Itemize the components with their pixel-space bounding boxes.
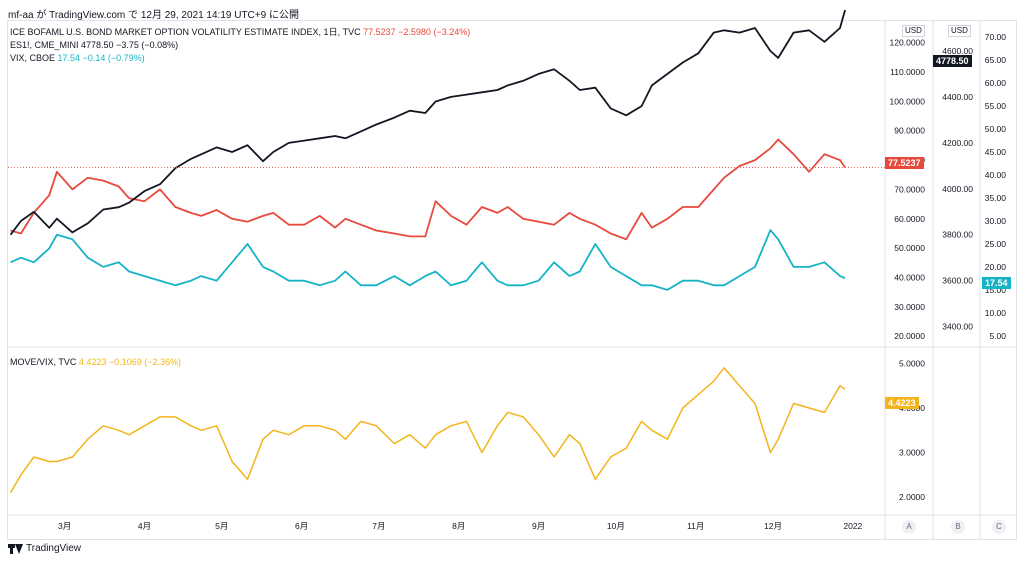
usd-label-b[interactable]: USD — [948, 25, 971, 37]
x-tick-label: 4月 — [138, 521, 151, 531]
series-line-vix — [10, 229, 846, 291]
scale-b-tick-label: 3400.00 — [942, 322, 973, 332]
scale-c-tick-label: 60.00 — [985, 78, 1007, 88]
scale-b-button[interactable]: B — [951, 520, 965, 534]
series-line-es — [9, 9, 846, 236]
footer[interactable]: TradingView — [8, 543, 81, 554]
scale-a-tick-label: 40.0000 — [894, 272, 925, 282]
x-tick-label: 10月 — [607, 521, 625, 531]
scale-c-button[interactable]: C — [992, 520, 1006, 534]
legend-ratio-name: MOVE/VIX, TVC — [10, 357, 77, 367]
legend-es-change: −3.75 (−0.08%) — [116, 40, 179, 50]
publish-header: mf-aa が TradingView.com で 12月 29, 2021 1… — [8, 10, 299, 21]
scale-b-tick-label: 4400.00 — [942, 92, 973, 102]
scale-c-tick-label: 70.00 — [985, 32, 1007, 42]
legend-move-name: ICE BOFAML U.S. BOND MARKET OPTION VOLAT… — [10, 27, 361, 37]
tick-labels: 120.0000110.0000100.000090.000080.000070… — [58, 32, 1006, 531]
pane-dividers — [7, 20, 1017, 540]
price-tag-es: 4778.50 — [933, 55, 972, 67]
scale-a-tick-label: 70.0000 — [894, 184, 925, 194]
scale-a-tick-label: 60.0000 — [894, 214, 925, 224]
scale-c-tick-label: 10.00 — [985, 308, 1007, 318]
x-tick-label: 2022 — [843, 521, 862, 531]
legend-move[interactable]: ICE BOFAML U.S. BOND MARKET OPTION VOLAT… — [10, 26, 470, 38]
x-tick-label: 5月 — [215, 521, 228, 531]
scale-c-tick-label: 5.00 — [989, 331, 1006, 341]
scale-b-tick-label: 4600.00 — [942, 46, 973, 56]
legend-ratio-value: 4.4223 — [78, 357, 107, 367]
legend-vix-name: VIX, CBOE — [10, 53, 56, 63]
scale-a-tick-label: 110.0000 — [890, 67, 925, 77]
scale-c-tick-label: 35.00 — [985, 193, 1007, 203]
scale-a-tick-label: 30.0000 — [894, 302, 925, 312]
tradingview-logo-icon — [8, 543, 23, 554]
scale-a-tick-label: 90.0000 — [894, 126, 925, 136]
scale-a-tick-label: 20.0000 — [894, 331, 925, 341]
series-line-ratio — [9, 367, 846, 494]
price-tag-vix: 17.54 — [982, 277, 1011, 289]
scale-b-tick-label: 3800.00 — [942, 230, 973, 240]
scale-c-tick-label: 55.00 — [985, 101, 1007, 111]
scale-a-button[interactable]: A — [902, 520, 916, 534]
scale-b-tick-label: 3600.00 — [942, 276, 973, 286]
usd-label-a[interactable]: USD — [902, 25, 925, 37]
scale-b-tick-label: 4200.00 — [942, 138, 973, 148]
scale-c-tick-label: 25.00 — [985, 239, 1007, 249]
scale-b-tick-label: 4000.00 — [942, 184, 973, 194]
legend-vix-value: 17.54 — [57, 53, 81, 63]
scale-a-tick-label: 100.0000 — [890, 96, 926, 106]
legend-vix[interactable]: VIX, CBOE 17.54 −0.14 (−0.79%) — [10, 52, 145, 64]
ratio-tick-label: 5.0000 — [899, 358, 925, 368]
x-tick-label: 8月 — [452, 521, 465, 531]
legend-es-value: 4778.50 — [81, 40, 114, 50]
series-layer — [8, 9, 885, 494]
legend-ratio[interactable]: MOVE/VIX, TVC 4.4223 −0.1069 (−2.36%) — [10, 356, 181, 368]
scale-c-tick-label: 40.00 — [985, 170, 1007, 180]
chart-frame — [7, 20, 1017, 540]
legend-move-value: 77.5237 — [363, 27, 396, 37]
scale-a-tick-label: 50.0000 — [894, 243, 925, 253]
ratio-tick-label: 3.0000 — [899, 448, 925, 458]
legend-es[interactable]: ES1!, CME_MINI 4778.50 −3.75 (−0.08%) — [10, 39, 178, 51]
x-tick-label: 3月 — [58, 521, 71, 531]
ratio-tick-label: 2.0000 — [899, 492, 925, 502]
series-line-move — [10, 138, 846, 241]
x-tick-label: 12月 — [764, 521, 782, 531]
scale-c-tick-label: 65.00 — [985, 55, 1007, 65]
scale-c-tick-label: 45.00 — [985, 147, 1007, 157]
legend-vix-change: −0.14 (−0.79%) — [82, 53, 145, 63]
x-tick-label: 9月 — [532, 521, 545, 531]
price-tag-ratio: 4.4223 — [885, 397, 919, 409]
x-tick-label: 11月 — [687, 521, 704, 531]
legend-ratio-change: −0.1069 (−2.36%) — [108, 357, 181, 367]
scale-c-tick-label: 15.00 — [985, 285, 1007, 295]
footer-brand: TradingView — [26, 543, 82, 554]
price-tag-move: 77.5237 — [885, 157, 924, 169]
scale-c-tick-label: 20.00 — [985, 262, 1007, 272]
scale-c-tick-label: 50.00 — [985, 124, 1007, 134]
legend-es-name: ES1!, CME_MINI — [10, 40, 79, 50]
scale-a-tick-label: 120.0000 — [890, 38, 926, 48]
scale-c-tick-label: 30.00 — [985, 216, 1007, 226]
legend-move-change: −2.5980 (−3.24%) — [398, 27, 471, 37]
x-tick-label: 6月 — [295, 521, 308, 531]
x-tick-label: 7月 — [372, 521, 385, 531]
